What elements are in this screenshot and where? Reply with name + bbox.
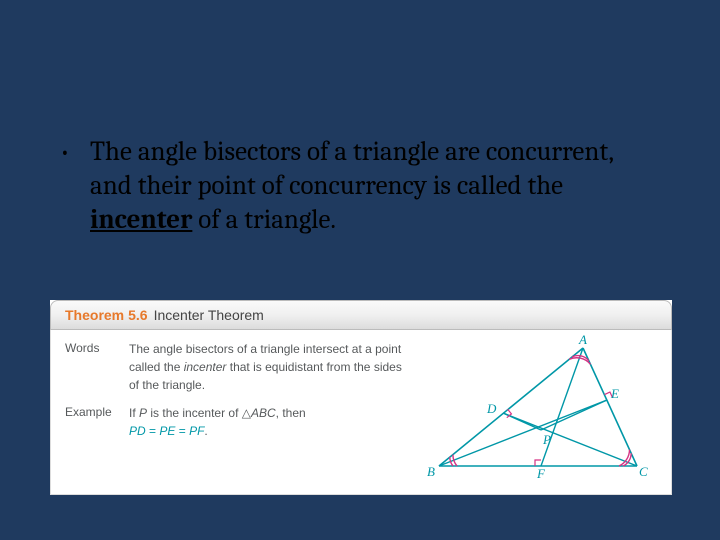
ex-pf: PF xyxy=(189,424,204,438)
example-content: If P is the incenter of △ABC, then PD = … xyxy=(129,404,409,440)
theorem-title: Incenter Theorem xyxy=(154,307,264,323)
bullet-bold: incenter xyxy=(90,204,192,235)
diagram-svg xyxy=(423,336,653,486)
bullet-post: of a triangle. xyxy=(192,204,336,235)
ex-p: P xyxy=(139,406,147,420)
bullet-text: The angle bisectors of a triangle are co… xyxy=(90,135,660,236)
ex-period: . xyxy=(204,424,207,438)
point-f-label: F xyxy=(537,466,545,482)
bullet-pre: The angle bisectors of a triangle are co… xyxy=(90,136,613,201)
point-e-label: E xyxy=(611,386,619,402)
point-p-label: P xyxy=(543,432,551,448)
bullet-area: • The angle bisectors of a triangle are … xyxy=(60,135,660,236)
theorem-box: Theorem 5.6 Incenter Theorem Words The a… xyxy=(50,300,672,495)
ex-mid: is the incenter of xyxy=(147,406,242,420)
words-content: The angle bisectors of a triangle inters… xyxy=(129,340,409,394)
vertex-c-label: C xyxy=(639,464,648,480)
theorem-header: Theorem 5.6 Incenter Theorem xyxy=(50,300,672,330)
slide: • The angle bisectors of a triangle are … xyxy=(0,0,720,540)
bullet-item: • The angle bisectors of a triangle are … xyxy=(60,135,660,236)
theorem-number: 5.6 xyxy=(128,307,147,323)
triangle-diagram: A B C D E F P xyxy=(423,336,653,486)
theorem-body: Words The angle bisectors of a triangle … xyxy=(50,330,672,495)
vertex-b-label: B xyxy=(427,464,435,480)
ex-abc: ABC xyxy=(251,406,276,420)
theorem-label: Theorem xyxy=(65,307,124,323)
ex-pe: PE xyxy=(159,424,175,438)
example-label: Example xyxy=(65,404,129,440)
vertex-a-label: A xyxy=(579,332,587,348)
ex-pd: PD xyxy=(129,424,146,438)
words-italic: incenter xyxy=(184,360,227,374)
ex-eq2: = xyxy=(175,424,189,438)
point-d-label: D xyxy=(487,401,496,417)
words-label: Words xyxy=(65,340,129,394)
bullet-marker: • xyxy=(60,135,90,167)
ex-pre: If xyxy=(129,406,139,420)
triangle-icon: △ xyxy=(242,406,251,420)
ex-then: , then xyxy=(276,406,306,420)
ex-eq1: = xyxy=(146,424,160,438)
